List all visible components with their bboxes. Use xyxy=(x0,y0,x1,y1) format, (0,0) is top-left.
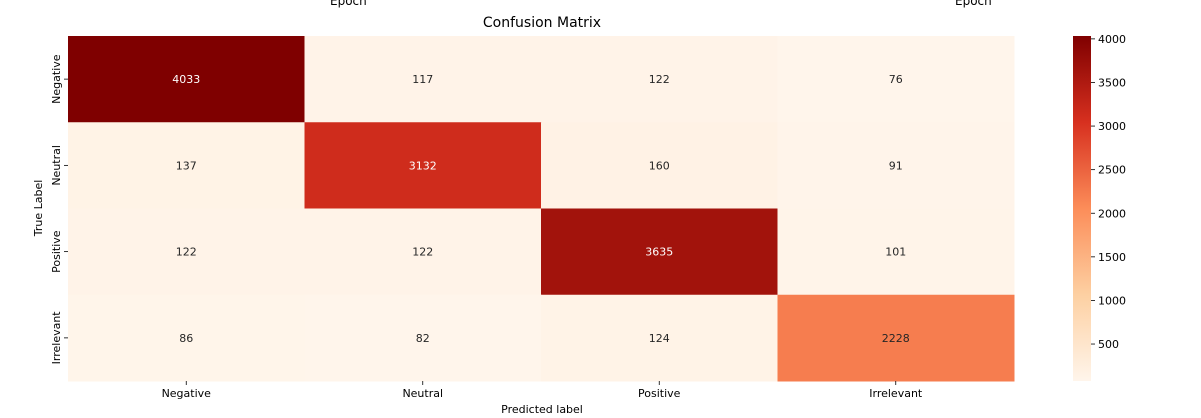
heatmap-cell xyxy=(777,122,1015,209)
colorbar-tick-label: 4000 xyxy=(1098,33,1126,46)
colorbar-tick-label: 3000 xyxy=(1098,120,1126,133)
cell-value-label: 122 xyxy=(412,246,433,259)
heatmap-cell xyxy=(541,208,778,296)
cell-value-label: 101 xyxy=(885,246,906,259)
heatmap-cell xyxy=(68,122,305,209)
x-axis-label: Predicted label xyxy=(501,403,583,416)
cell-value-label: 2228 xyxy=(882,332,910,345)
colorbar-tick-label: 1000 xyxy=(1098,294,1126,307)
colorbar-tick-label: 3500 xyxy=(1098,76,1126,89)
y-axis-label: True Label xyxy=(32,180,45,238)
x-tick-label: Positive xyxy=(638,387,681,400)
colorbar-tick-label: 500 xyxy=(1098,338,1119,351)
cell-value-label: 76 xyxy=(889,73,903,86)
heatmap-cell xyxy=(68,208,305,296)
heatmap-cell xyxy=(777,36,1015,123)
y-tick-label: Negative xyxy=(50,54,63,104)
cell-value-label: 122 xyxy=(176,246,197,259)
heatmap-cell xyxy=(304,122,542,209)
y-tick-label: Irrelevant xyxy=(50,311,63,365)
heatmap-cell xyxy=(777,208,1015,296)
y-tick-label: Neutral xyxy=(50,145,63,186)
heatmap-cell xyxy=(541,122,778,209)
y-tick-label: Positive xyxy=(50,230,63,273)
heatmap-cell xyxy=(304,36,542,123)
cell-value-label: 4033 xyxy=(172,73,200,86)
x-tick-label: Negative xyxy=(162,387,212,400)
heatmap-cell xyxy=(304,208,542,296)
x-tick-label: Irrelevant xyxy=(869,387,923,400)
cell-value-label: 117 xyxy=(412,73,433,86)
colorbar-tick-label: 2500 xyxy=(1098,164,1126,177)
cell-value-label: 86 xyxy=(179,332,193,345)
cell-value-label: 124 xyxy=(649,332,670,345)
epoch-label-right: Epoch xyxy=(955,0,992,8)
colorbar-tick-label: 2000 xyxy=(1098,207,1126,220)
heatmap-cell xyxy=(68,36,305,123)
x-tick-label: Neutral xyxy=(402,387,443,400)
heatmap-cell xyxy=(541,294,778,382)
cell-value-label: 91 xyxy=(889,159,903,172)
heatmap-cell xyxy=(777,294,1015,382)
cell-value-label: 82 xyxy=(416,332,430,345)
cell-value-label: 137 xyxy=(176,159,197,172)
colorbar-tick-label: 1500 xyxy=(1098,251,1126,264)
colorbar xyxy=(1073,36,1091,381)
heatmap-cell xyxy=(68,294,305,382)
cell-value-label: 160 xyxy=(649,159,670,172)
epoch-label-left: Epoch xyxy=(330,0,367,8)
chart-title: Confusion Matrix xyxy=(482,15,602,31)
cell-value-label: 3132 xyxy=(409,159,437,172)
cell-value-label: 122 xyxy=(649,73,670,86)
heatmap-cell xyxy=(304,294,542,382)
heatmap-cell xyxy=(541,36,778,123)
cell-value-label: 3635 xyxy=(645,246,673,259)
